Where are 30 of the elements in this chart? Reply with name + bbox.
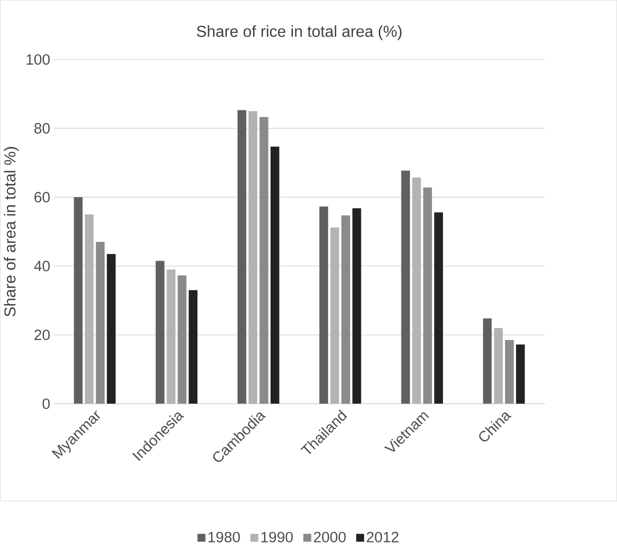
bar: [260, 117, 268, 404]
y-tick-label: 100: [26, 54, 50, 65]
bar: [156, 261, 164, 404]
y-axis-title: Share of area in total %): [4, 147, 19, 317]
legend-label: 2000: [314, 532, 346, 543]
bar: [270, 146, 280, 404]
bar: [516, 344, 525, 404]
y-tick-label: 60: [34, 192, 50, 203]
bar: [434, 212, 443, 404]
bar: [423, 188, 432, 404]
y-tick-label: 20: [34, 330, 50, 340]
legend-label: 1980: [208, 532, 240, 543]
bar: [106, 254, 116, 404]
bar: [74, 197, 83, 404]
legend-label: 2012: [366, 532, 398, 543]
bar: [352, 208, 362, 404]
bar: [505, 340, 514, 404]
y-tick-label: 40: [34, 260, 50, 272]
bar: [188, 290, 198, 404]
bar: [401, 170, 410, 404]
y-tick-label: 80: [34, 123, 50, 134]
y-tick-label: 0: [42, 398, 50, 410]
bar: [319, 206, 328, 404]
bar: [96, 242, 105, 404]
bar: [341, 216, 350, 404]
chart-title: Share of rice in total area (%): [196, 25, 402, 40]
bar: [483, 318, 492, 404]
legend-label: 1990: [261, 532, 293, 543]
bar: [178, 275, 186, 404]
bar: [238, 110, 246, 404]
